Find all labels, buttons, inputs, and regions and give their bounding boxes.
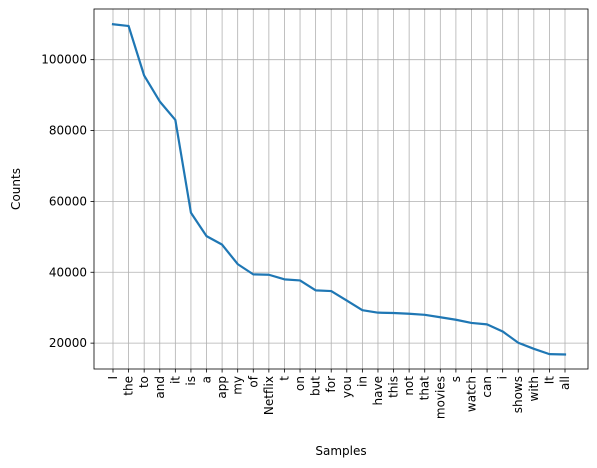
x-tick-label: to <box>137 376 151 388</box>
x-tick-label: and <box>153 376 167 399</box>
x-tick-label: this <box>387 376 401 398</box>
x-tick-label: It <box>542 376 556 385</box>
x-tick-label: you <box>340 376 354 398</box>
x-tick-label: that <box>418 376 432 401</box>
x-axis-label: Samples <box>315 444 366 458</box>
x-tick-label: app <box>215 376 229 399</box>
x-tick-label: of <box>246 375 260 387</box>
x-tick-label: in <box>355 376 369 387</box>
x-tick-label: t <box>277 376 291 381</box>
x-tick-label: on <box>293 376 307 391</box>
grid-lines <box>94 9 588 369</box>
y-tick-label: 40000 <box>49 265 87 279</box>
x-tick-label: i <box>496 376 510 379</box>
x-tick-label: is <box>184 376 198 386</box>
y-tick-label: 80000 <box>49 124 87 138</box>
series-line <box>111 23 567 356</box>
x-tick-label: my <box>231 376 245 395</box>
x-tick-label: s <box>449 376 463 382</box>
x-tick-label: with <box>527 376 541 401</box>
x-tick-label: Netflix <box>262 376 276 415</box>
x-tick-label: the <box>122 376 136 396</box>
series-lines <box>111 23 567 356</box>
x-tick-label: not <box>402 376 416 396</box>
x-tick-label: a <box>200 376 214 383</box>
x-tick-label: it <box>168 376 182 384</box>
y-tick-label: 100000 <box>41 53 87 67</box>
x-tick-label: movies <box>433 376 447 419</box>
x-tick-label: watch <box>464 376 478 412</box>
x-tick-label: have <box>371 376 385 405</box>
y-axis-ticks: 20000 40000 60000 80000 100000 <box>41 53 94 350</box>
x-tick-label: shows <box>511 376 525 413</box>
y-tick-label: 60000 <box>49 194 87 208</box>
y-axis-label: Counts <box>9 168 23 210</box>
x-tick-label: can <box>480 376 494 398</box>
y-tick-label: 20000 <box>49 336 87 350</box>
plot-frame <box>93 8 589 370</box>
x-tick-label: I <box>106 376 120 380</box>
x-tick-label: but <box>309 376 323 396</box>
x-tick-label: all <box>558 376 572 390</box>
x-tick-label: for <box>324 376 338 393</box>
